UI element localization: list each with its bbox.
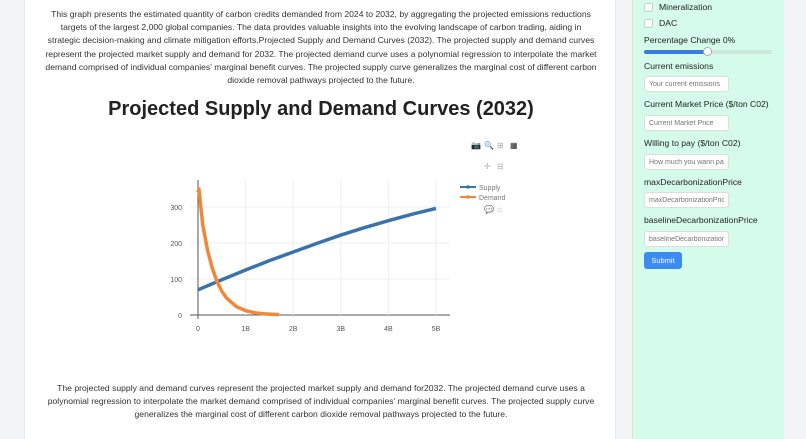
footer-text: The projected supply and demand curves r… [47,383,595,420]
baseline-decarbonization-input[interactable] [644,231,729,247]
legend-marker [466,185,470,189]
current-emissions-label: Current emissions [644,61,714,71]
series-supply-line [197,206,437,292]
legend-label-demand: Demand [479,195,506,202]
y-tick-label: 200 [170,241,182,248]
baseline-decarbonization-label: baselineDecarbonizationPrice [644,215,758,225]
checkbox-dac[interactable]: DAC [644,18,677,28]
y-tick-label: 300 [170,205,182,212]
checkbox-label: Mineralization [659,2,713,12]
max-decarbonization-label: maxDecarbonizationPrice [644,177,742,187]
x-tick-label: 0 [196,326,200,333]
x-tick-label: 1B [241,326,250,333]
y-tick-label: 0 [178,313,182,320]
home-icon[interactable]: ⌂ [497,205,502,214]
plus-icon[interactable]: ⊞ [497,141,504,150]
compare-icon[interactable]: 💬 [484,204,494,214]
pan-icon[interactable]: ✛ [484,162,491,171]
minus-icon[interactable]: ⊟ [497,162,504,171]
checkbox-label: DAC [659,18,678,28]
slider-handle[interactable] [703,47,712,56]
x-tick-label: 3B [337,326,346,333]
slider-label: Percentage Change 0% [644,35,736,45]
intro-text: This graph presents the estimated quanti… [45,9,597,86]
current-emissions-input[interactable] [644,76,729,92]
x-tick-label: 2B [289,326,298,333]
market-price-input[interactable] [644,115,729,131]
x-tick-label: 5B [432,326,441,333]
percentage-slider[interactable] [644,47,772,56]
willing-to-pay-label: Willing to pay ($/ton C02) [644,138,741,148]
max-decarbonization-input[interactable] [644,192,729,208]
supply-demand-chart[interactable]: 0 100 200 300 0 1B 2B 3B 4B 5B Supply Demand 📷 🔍 ⊞ ▦ ✛ ⊟ 💬… [25,135,617,345]
y-tick-label: 100 [170,277,182,284]
willing-to-pay-input[interactable] [644,154,729,170]
zoom-icon[interactable]: 🔍 [484,140,494,150]
camera-icon[interactable]: 📷 [471,141,481,150]
legend-marker [466,195,470,199]
market-price-label: Current Market Price ($/ton C02) [644,99,769,109]
sidebar: Mineralization DAC Percentage Change 0% … [632,0,784,439]
series-demand-line [196,187,280,317]
chart-title: Projected Supply and Demand Curves (2032… [108,98,534,120]
main-panel: This graph presents the estimated quanti… [24,0,616,439]
plotly-logo-icon[interactable]: ▦ [510,141,518,150]
x-tick-label: 4B [384,326,393,333]
submit-button[interactable]: Submit [644,252,682,269]
legend-label-supply: Supply [479,185,501,192]
checkbox-mineralization[interactable]: Mineralization [644,2,712,12]
